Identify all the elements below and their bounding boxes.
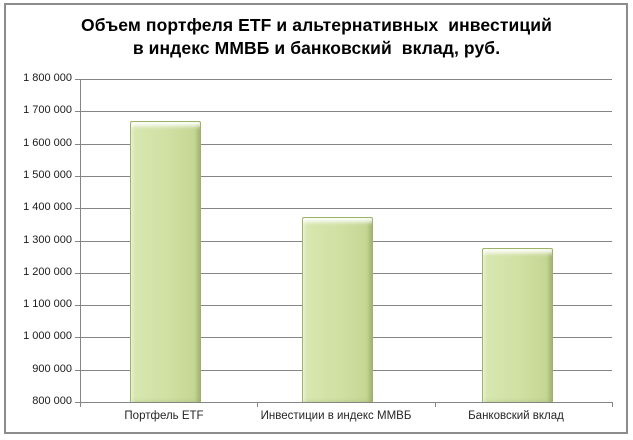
y-axis-tick xyxy=(75,305,80,307)
y-axis-tick xyxy=(75,369,80,371)
y-axis-tick xyxy=(75,79,80,80)
y-axis-label: 1 700 000 xyxy=(23,104,72,117)
x-axis-category-label: Банковский вклад xyxy=(468,410,564,422)
x-axis-tick xyxy=(257,402,259,407)
chart-title-line-1: Объем портфеля ETF и альтернативных инве… xyxy=(81,15,552,35)
y-axis-label: 1 300 000 xyxy=(23,233,72,246)
y-axis-label: 1 000 000 xyxy=(23,330,72,343)
x-axis-tick xyxy=(80,402,81,407)
y-axis-tick xyxy=(75,272,80,274)
x-axis-tick xyxy=(434,402,436,407)
y-axis-tick xyxy=(75,337,80,339)
x-axis-tick xyxy=(612,402,613,407)
y-axis-label: 1 800 000 xyxy=(23,72,72,84)
chart-title-line-2: в индекс ММВБ и банковский вклад, руб. xyxy=(132,38,501,58)
x-axis-line xyxy=(80,402,612,403)
x-axis-category-label: Портфель ETF xyxy=(124,410,204,422)
y-axis-tick xyxy=(75,208,80,210)
x-axis-category-label: Инвестиции в индекс ММВБ xyxy=(260,410,412,422)
y-axis-label: 800 000 xyxy=(32,395,72,407)
gridline xyxy=(80,208,612,210)
y-axis-tick xyxy=(75,111,80,113)
chart-bar-2 xyxy=(301,216,373,403)
y-axis-line xyxy=(80,79,81,402)
gridline xyxy=(80,143,612,145)
y-axis-label: 1 100 000 xyxy=(23,298,72,311)
y-axis-label: 1 200 000 xyxy=(23,265,72,278)
gridline xyxy=(80,79,612,80)
y-axis-tick xyxy=(75,402,80,403)
y-axis-label: 1 600 000 xyxy=(23,136,72,149)
chart-bar-1 xyxy=(129,120,201,403)
gridline xyxy=(80,175,612,177)
y-axis-tick xyxy=(75,143,80,145)
chart-bar-3 xyxy=(481,247,553,403)
chart-title: Объем портфеля ETF и альтернативных инве… xyxy=(0,14,633,60)
y-axis-label: 900 000 xyxy=(32,362,72,375)
y-axis-tick xyxy=(75,240,80,242)
y-axis-label: 1 400 000 xyxy=(23,201,72,214)
y-axis-tick xyxy=(75,175,80,177)
gridline xyxy=(80,111,612,113)
y-axis-label: 1 500 000 xyxy=(23,168,72,181)
